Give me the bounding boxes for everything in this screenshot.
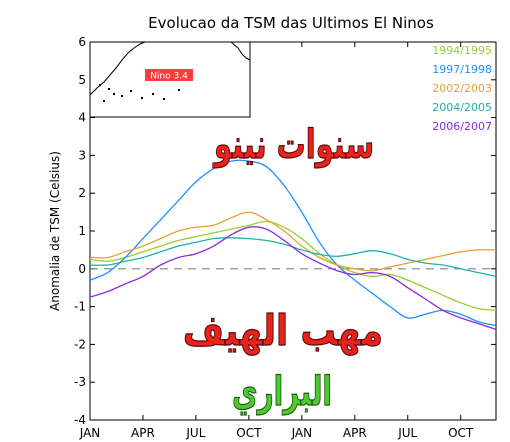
y-tick-label: -3 <box>74 375 86 389</box>
x-tick-label: JUL <box>185 426 205 440</box>
nino34-region-label: Nino 3.4 <box>150 72 188 82</box>
chart-title: Evolucao da TSM das Ultimos El Ninos <box>148 14 434 32</box>
series-line-1994-1995 <box>89 220 497 312</box>
x-tick-label: OCT <box>448 426 474 440</box>
y-tick-label: 5 <box>78 73 86 87</box>
y-axis-label: Anomalia de TSM (Celsius) <box>48 151 62 311</box>
overlay-text-line-1: سنوات نينو <box>213 122 374 168</box>
x-tick-label: APR <box>343 426 367 440</box>
y-tick-label: 4 <box>78 111 86 125</box>
y-axis: -4 -3 -2 -1 0 1 2 3 4 5 6 <box>74 35 496 427</box>
x-tick-label: JAN <box>79 426 101 440</box>
legend: 1994/1995 1997/1998 2002/2003 2004/2005 2006… <box>432 44 492 133</box>
series-line-2002-2003 <box>89 211 497 272</box>
y-tick-label: 1 <box>78 224 86 238</box>
series-line-2006-2007 <box>89 226 497 330</box>
y-tick-label: -4 <box>74 413 86 427</box>
overlay-text-line-2: مهب الهيف <box>183 306 383 356</box>
inset-map-coastline <box>230 41 251 61</box>
y-tick-label: 3 <box>78 148 86 162</box>
x-tick-label: JUL <box>397 426 417 440</box>
y-tick-label: 0 <box>78 262 86 276</box>
y-tick-label: 6 <box>78 35 86 49</box>
x-tick-label: APR <box>131 426 155 440</box>
y-tick-label: -2 <box>74 337 86 351</box>
legend-entry: 2002/2003 <box>432 82 492 95</box>
overlay-text-line-3: البراري <box>232 369 332 415</box>
legend-entry: 2006/2007 <box>432 120 492 133</box>
series-lines <box>89 159 497 330</box>
inset-map-islands <box>99 84 180 102</box>
legend-entry: 1997/1998 <box>432 63 492 76</box>
x-tick-label: OCT <box>236 426 262 440</box>
series-line-1997-1998 <box>89 159 497 327</box>
y-tick-label: -1 <box>74 300 86 314</box>
y-tick-label: 2 <box>78 186 86 200</box>
x-tick-label: JAN <box>291 426 313 440</box>
nino34-region-box <box>145 69 193 81</box>
legend-entry: 2004/2005 <box>432 101 492 114</box>
legend-entry: 1994/1995 <box>432 44 492 57</box>
x-axis: JAN APR JUL OCT JAN APR JUL OCT <box>79 42 474 440</box>
inset-map: Nino 3.4 <box>89 41 251 118</box>
